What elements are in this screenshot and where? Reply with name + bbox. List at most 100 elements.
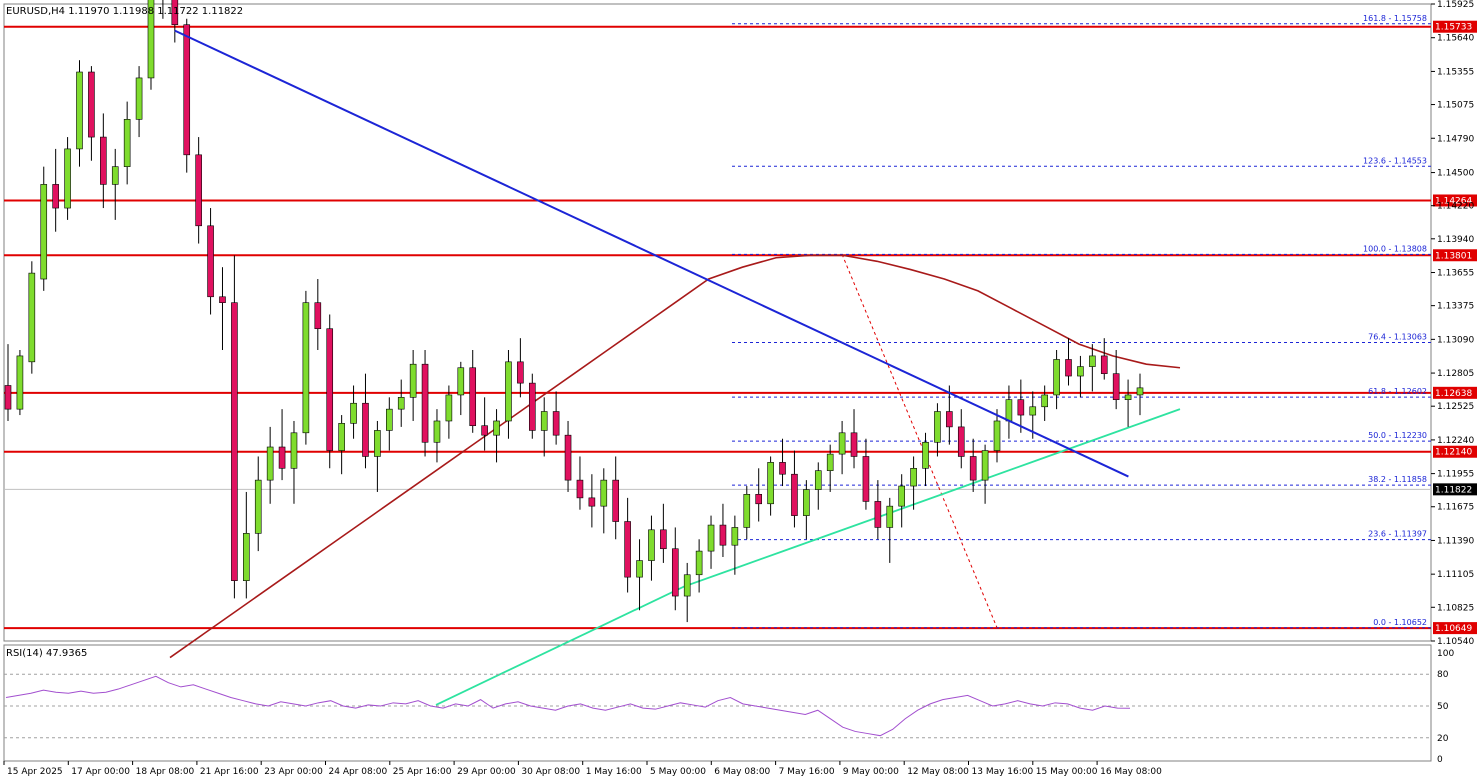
bear-candle: [517, 361, 524, 384]
bear-candle: [612, 479, 620, 522]
bull-candle: [374, 430, 381, 457]
time-tick-label: 9 May 00:00: [843, 767, 899, 777]
price-tick-label: 1.13090: [1437, 335, 1474, 345]
bull-candle: [1124, 394, 1132, 400]
bear-candle: [1017, 399, 1025, 416]
bull-candle: [40, 184, 48, 280]
bear-candle: [1065, 359, 1072, 377]
time-tick-label: 12 May 08:00: [907, 767, 969, 777]
bear-candle: [624, 521, 631, 578]
level-tag: [1433, 20, 1477, 33]
bear-candle: [326, 328, 334, 451]
bear-candle: [362, 402, 369, 457]
bull-candle: [695, 550, 703, 576]
ma-fast-line: [435, 408, 1181, 706]
fib-label: 100.0 - 1.13808: [1363, 244, 1427, 253]
price-axis: 1.15925 1.15640 1.15355 1.15075 1.14790 1.145…: [1431, 0, 1474, 647]
bear-candle: [719, 524, 727, 546]
bull-candle: [386, 408, 393, 431]
level-tag: [1433, 194, 1477, 207]
price-tick-label: 1.10825: [1437, 603, 1474, 613]
price-tick-label: 1.15355: [1437, 67, 1474, 77]
bull-candle: [1053, 359, 1060, 396]
level-label: 1.10649: [1435, 624, 1472, 634]
price-tick-label: 1.13940: [1437, 235, 1474, 245]
price-tick-label: 1.11105: [1437, 570, 1474, 580]
level-tag: [1433, 445, 1477, 458]
bull-candle: [838, 432, 846, 455]
current-price-tag: [1433, 483, 1477, 496]
moving-averages: [169, 254, 1181, 706]
bull-candle: [28, 272, 36, 363]
price-tick-label: 1.14500: [1437, 169, 1474, 179]
bear-candle: [421, 363, 429, 443]
bear-candle: [791, 473, 798, 516]
bull-candle: [934, 411, 941, 443]
rsi-tick-label: 100: [1437, 649, 1454, 659]
price-tick-label: 1.11675: [1437, 503, 1474, 513]
bull-candle: [731, 527, 739, 546]
rsi-panel: 100 80 50 20 0: [4, 649, 1454, 765]
level-label: 1.15733: [1435, 23, 1472, 33]
bear-candle: [278, 446, 286, 469]
price-tick-label: 1.11955: [1437, 470, 1474, 480]
bear-candle: [219, 296, 226, 303]
price-tick-label: 1.12240: [1437, 436, 1474, 446]
bull-candle: [886, 505, 894, 528]
bear-candle: [88, 71, 95, 138]
bull-candle: [64, 148, 71, 209]
bull-candle: [600, 479, 608, 507]
time-tick-label: 24 Apr 08:00: [329, 767, 388, 777]
fib-anchor-line: [841, 254, 998, 628]
time-tick-label: 15 May 00:00: [1036, 767, 1098, 777]
bull-candle: [981, 450, 989, 481]
price-tick-label: 1.11390: [1437, 536, 1474, 546]
bull-candle: [266, 446, 274, 481]
fib-label: 76.4 - 1.13063: [1368, 333, 1427, 342]
bear-candle: [314, 302, 322, 330]
bear-candle: [957, 426, 965, 457]
bearish-trendline: [174, 29, 1129, 478]
current-price-label: 1.11822: [1435, 485, 1472, 495]
time-tick-label: 30 Apr 08:00: [521, 767, 580, 777]
bear-candle: [660, 529, 667, 550]
bull-candle: [409, 363, 417, 398]
bear-candle: [862, 456, 870, 502]
time-tick-label: 29 Apr 00:00: [457, 767, 516, 777]
time-tick-label: 5 May 00:00: [650, 767, 706, 777]
price-tick-label: 1.10540: [1437, 637, 1474, 647]
time-tick-label: 6 May 08:00: [714, 767, 770, 777]
bull-candle: [135, 77, 143, 120]
bear-candle: [1112, 373, 1120, 400]
bull-candle: [922, 441, 929, 469]
level-label: 1.12140: [1435, 448, 1472, 458]
fib-label: 161.8 - 1.15758: [1363, 14, 1427, 23]
bull-candle: [707, 524, 715, 552]
price-panel-border: [3, 3, 1432, 642]
bull-candle: [302, 302, 310, 434]
fib-label: 61.8 - 1.12602: [1368, 387, 1427, 396]
chart-header: EURUSD,H4 1.11970 1.11988 1.11722 1.1182…: [6, 6, 243, 17]
price-tick-label: 1.12525: [1437, 402, 1474, 412]
fib-label: 0.0 - 1.10652: [1373, 618, 1427, 627]
bear-candle: [4, 385, 12, 410]
level-tag: [1433, 249, 1477, 262]
bull-candle: [636, 560, 643, 578]
time-tick-label: 16 May 08:00: [1100, 767, 1162, 777]
time-tick-label: 7 May 16:00: [779, 767, 835, 777]
bull-candle: [123, 119, 131, 167]
bull-candle: [350, 402, 357, 424]
bull-candle: [826, 453, 834, 471]
bear-candle: [1100, 355, 1108, 374]
fib-label: 23.6 - 1.11397: [1368, 530, 1427, 539]
time-tick-label: 15 Apr 2025: [7, 767, 63, 777]
bull-candle: [397, 397, 405, 410]
price-tick-label: 1.15640: [1437, 34, 1474, 44]
rsi-tick-label: 20: [1437, 734, 1449, 744]
level-label: 1.12638: [1435, 389, 1472, 399]
bear-candle: [850, 432, 858, 457]
bear-candle: [469, 367, 477, 427]
price-tick-label: 1.15925: [1437, 0, 1474, 10]
bear-candle: [171, 0, 179, 26]
rsi-panel-border: [3, 644, 1432, 762]
